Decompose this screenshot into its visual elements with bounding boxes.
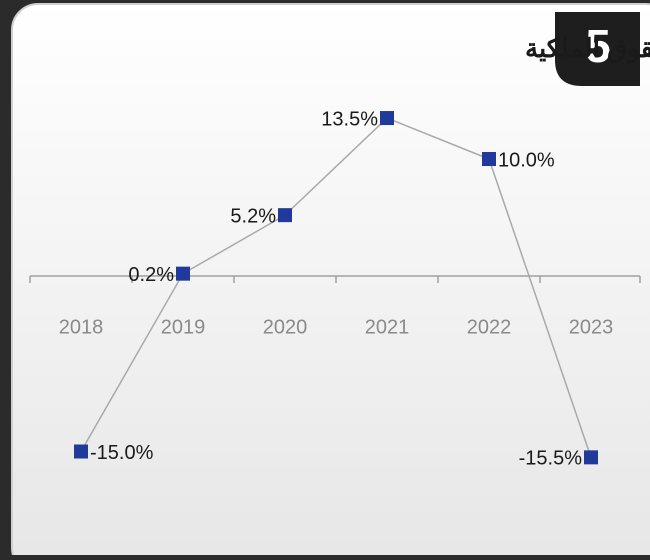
marker xyxy=(278,208,292,223)
data-label: -15.0% xyxy=(90,442,154,464)
x-tick-label: 2018 xyxy=(59,316,104,338)
card xyxy=(11,3,650,560)
marker xyxy=(584,450,598,465)
x-tick-label: 2022 xyxy=(467,316,512,338)
x-tick-label: 2023 xyxy=(569,316,614,338)
chart-title: معدل العائد على حقوق الملكية xyxy=(525,33,650,64)
series-line xyxy=(80,117,592,458)
x-tick-label: 2020 xyxy=(263,316,308,338)
badge-box xyxy=(555,12,640,86)
data-label: 13.5% xyxy=(321,108,378,130)
data-label: 5.2% xyxy=(230,205,276,227)
x-tick-label: 2019 xyxy=(161,316,206,338)
marker xyxy=(176,266,190,281)
data-label: 10.0% xyxy=(498,149,555,171)
marker xyxy=(380,111,394,126)
marker xyxy=(74,444,88,459)
badge-number: 5 xyxy=(585,20,611,72)
x-tick-label: 2021 xyxy=(365,316,410,338)
data-label: 0.2% xyxy=(128,264,174,286)
data-label: -15.5% xyxy=(519,448,583,470)
marker xyxy=(482,152,496,166)
